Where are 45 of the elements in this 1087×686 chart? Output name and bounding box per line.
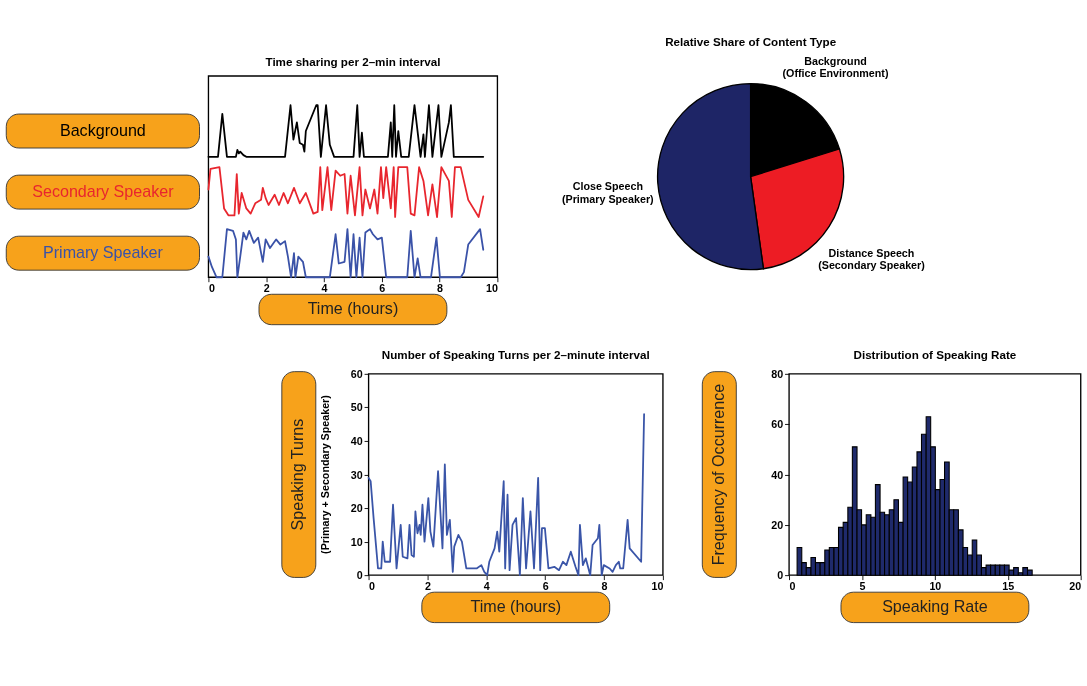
slice-label: Close Speech (Primary Speaker) [561,180,655,205]
x-axis-title: Time (hours) [307,298,399,317]
x-tick-label: 6 [542,579,549,592]
x-tick-label: 20 [1069,579,1082,592]
y-tick-label: 30 [350,468,363,481]
text: Secondary Speaker [32,181,175,200]
y-tick-label: 10 [350,535,363,548]
y-tick-label: 0 [777,569,784,582]
x-tick-label: 10 [651,579,664,592]
y-tick-label: 20 [771,518,784,531]
x-tick-label: 8 [601,579,608,592]
slice-label: Background (Office Environment) [782,54,889,80]
y-tick-label: 40 [771,468,784,481]
y-tick-label: 80 [771,367,784,380]
x-axis-title: Time (hours) [470,596,562,615]
chart-title: Distribution of Speaking Rate [853,347,1017,361]
x-tick-label: 0 [789,579,796,592]
x-tick-label: 5 [859,579,866,592]
y-axis-title: Speaking Turns (Primary + Secondary Speaker) [288,394,332,554]
x-tick-label: 0 [369,579,376,592]
y-tick-label: 60 [350,367,363,380]
text: Background [59,120,146,139]
x-tick-label: 4 [483,579,490,592]
slice-label: Distance Speech (Secondary Speaker) [818,246,926,272]
y-tick-label: 0 [356,569,363,582]
y-tick-label: 40 [350,435,363,448]
y-tick-label: 60 [771,418,784,431]
y-tick-label: 20 [350,502,363,515]
x-axis-title: Speaking Rate [882,596,988,615]
x-tick-label: 2 [424,579,431,592]
y-tick-label: 50 [350,401,363,414]
x-tick-label: 10 [929,579,942,592]
x-tick-label: 2 [263,282,270,295]
x-tick-label: 6 [379,282,386,295]
x-tick-label: 10 [485,282,498,295]
text: Primary Speaker [42,242,164,261]
y-axis-title: Frequency of Occurrence [708,383,727,566]
chart-title: Time sharing per 2–min interval [265,55,441,69]
x-tick-label: 0 [208,282,215,295]
chart-title: Relative Share of Content Type [665,35,837,49]
x-tick-label: 8 [437,282,444,295]
chart-title: Number of Speaking Turns per 2–minute interval [381,347,650,361]
x-tick-label: 4 [321,282,328,295]
x-tick-label: 15 [1002,579,1015,592]
line-series [367,413,645,577]
